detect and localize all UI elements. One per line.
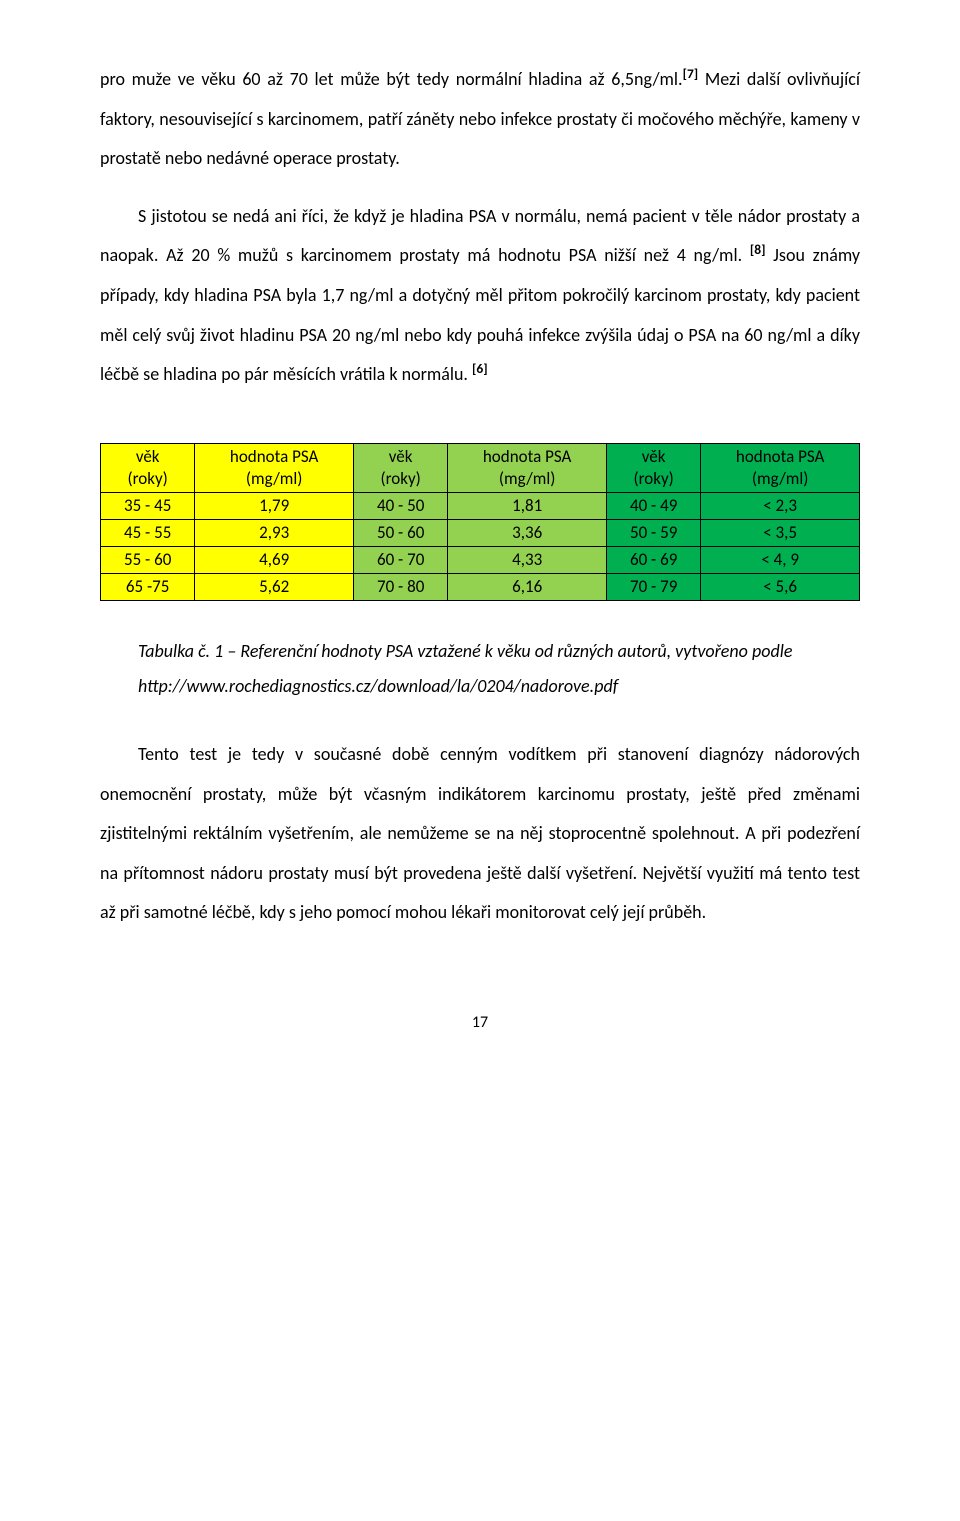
table-caption-link: http://www.rochediagnostics.cz/download/… xyxy=(100,672,860,701)
table-cell: 60 - 70 xyxy=(353,547,447,574)
table-cell: < 5,6 xyxy=(701,574,860,601)
table-cell: 70 - 80 xyxy=(353,574,447,601)
paragraph-1-text-a: pro muže ve věku 60 až 70 let může být t… xyxy=(100,68,683,90)
table-header-cell: hodnota PSA(mg/ml) xyxy=(448,443,607,492)
paragraph-2-text-a: S jistotou se nedá ani říci, že když je … xyxy=(100,205,860,267)
table-cell: 35 - 45 xyxy=(101,492,195,519)
table-row: 35 - 45 1,79 40 - 50 1,81 40 - 49 < 2,3 xyxy=(101,492,860,519)
table-cell: 5,62 xyxy=(195,574,354,601)
table-cell: 3,36 xyxy=(448,520,607,547)
table-header-cell: věk(roky) xyxy=(101,443,195,492)
page-number: 17 xyxy=(100,1013,860,1032)
table-cell: 40 - 49 xyxy=(606,492,700,519)
table-header-cell: hodnota PSA(mg/ml) xyxy=(701,443,860,492)
document-page: pro muže ve věku 60 až 70 let může být t… xyxy=(0,0,960,1072)
table-cell: < 2,3 xyxy=(701,492,860,519)
table-header-cell: hodnota PSA(mg/ml) xyxy=(195,443,354,492)
table-row: 45 - 55 2,93 50 - 60 3,36 50 - 59 < 3,5 xyxy=(101,520,860,547)
citation-6: [6] xyxy=(472,360,488,377)
table-cell: 50 - 59 xyxy=(606,520,700,547)
psa-reference-table: věk(roky) hodnota PSA(mg/ml) věk(roky) h… xyxy=(100,443,860,602)
table-cell: < 3,5 xyxy=(701,520,860,547)
citation-7: [7] xyxy=(683,65,699,82)
table-header-cell: věk(roky) xyxy=(353,443,447,492)
table-row: 65 -75 5,62 70 - 80 6,16 70 - 79 < 5,6 xyxy=(101,574,860,601)
paragraph-1: pro muže ve věku 60 až 70 let může být t… xyxy=(100,60,860,179)
table-cell: 4,33 xyxy=(448,547,607,574)
table-caption: Tabulka č. 1 – Referenční hodnoty PSA vz… xyxy=(100,637,860,666)
table-cell: 65 -75 xyxy=(101,574,195,601)
paragraph-3: Tento test je tedy v současné době cenný… xyxy=(100,735,860,933)
table-cell: 45 - 55 xyxy=(101,520,195,547)
table-cell: < 4, 9 xyxy=(701,547,860,574)
table-cell: 55 - 60 xyxy=(101,547,195,574)
table-header-cell: věk(roky) xyxy=(606,443,700,492)
table-row: 55 - 60 4,69 60 - 70 4,33 60 - 69 < 4, 9 xyxy=(101,547,860,574)
table-cell: 4,69 xyxy=(195,547,354,574)
table-cell: 6,16 xyxy=(448,574,607,601)
table-cell: 2,93 xyxy=(195,520,354,547)
paragraph-2: S jistotou se nedá ani říci, že když je … xyxy=(100,197,860,395)
table-cell: 50 - 60 xyxy=(353,520,447,547)
spacer xyxy=(100,701,860,735)
table-cell: 40 - 50 xyxy=(353,492,447,519)
table-cell: 70 - 79 xyxy=(606,574,700,601)
table-header-row: věk(roky) hodnota PSA(mg/ml) věk(roky) h… xyxy=(101,443,860,492)
table-cell: 60 - 69 xyxy=(606,547,700,574)
table-cell: 1,79 xyxy=(195,492,354,519)
citation-8: [8] xyxy=(750,241,766,258)
psa-table-container: věk(roky) hodnota PSA(mg/ml) věk(roky) h… xyxy=(100,443,860,602)
table-cell: 1,81 xyxy=(448,492,607,519)
